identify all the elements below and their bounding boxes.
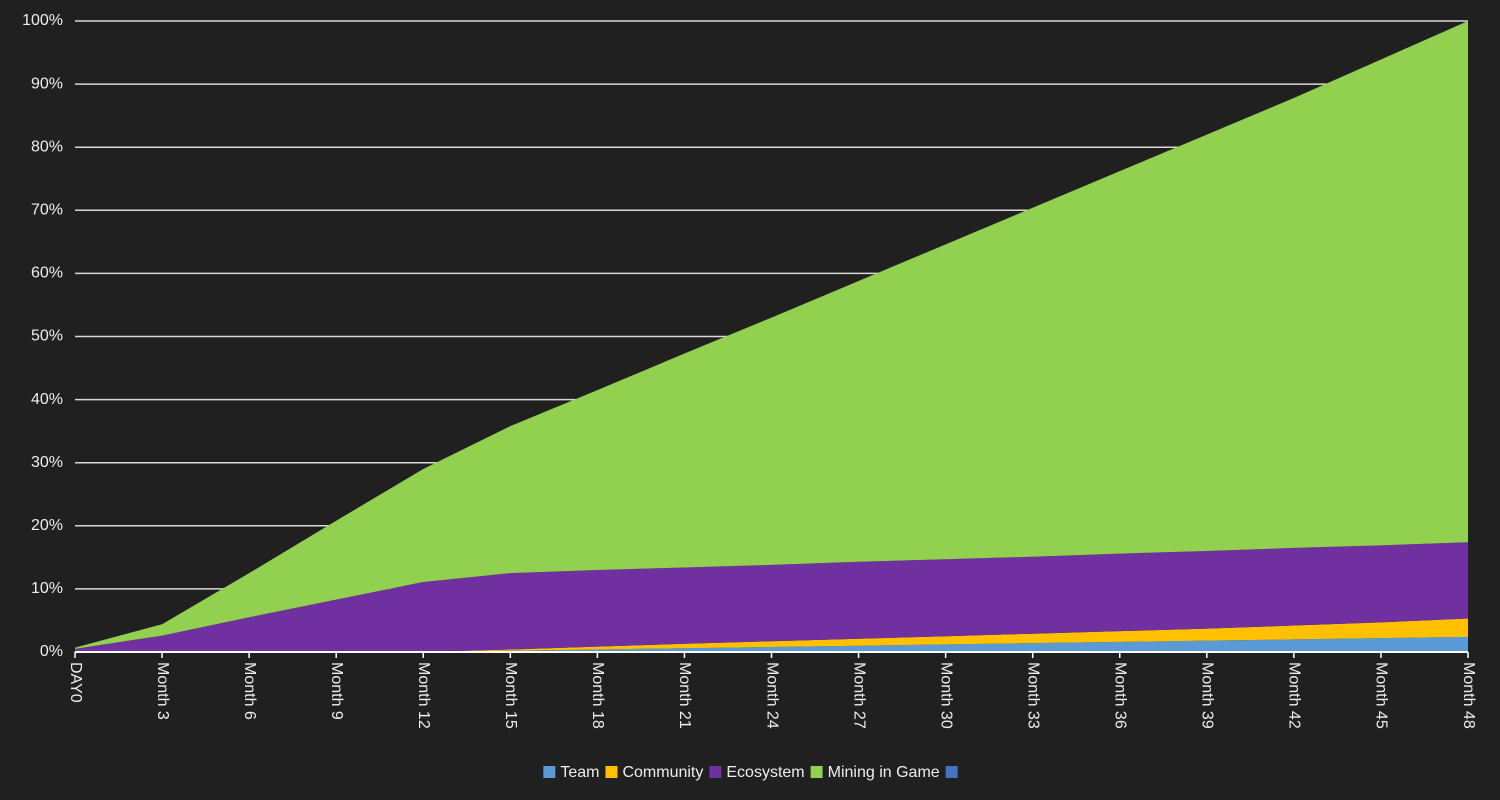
- y-tick-label: 10%: [31, 580, 63, 597]
- x-tick-label: Month 36: [1112, 662, 1129, 729]
- area: [75, 21, 1468, 649]
- y-tick-label: 70%: [31, 202, 63, 219]
- x-tick-label: Month 21: [676, 662, 693, 729]
- x-tick-label: Month 45: [1373, 662, 1390, 729]
- x-tick-label: Month 33: [1024, 662, 1041, 729]
- y-tick-label: 60%: [31, 265, 63, 282]
- x-tick-label: Month 18: [589, 662, 606, 729]
- x-tick-label: DAY0: [67, 662, 84, 703]
- legend-label: Team: [560, 764, 599, 781]
- x-tick-label: Month 48: [1460, 662, 1477, 729]
- y-tick-label: 90%: [31, 75, 63, 92]
- legend-swatch: [605, 766, 618, 778]
- x-tick-label: Month 9: [328, 662, 345, 720]
- legend-swatch: [543, 766, 556, 778]
- y-tick-label: 40%: [31, 391, 63, 408]
- legend-swatch: [709, 766, 722, 778]
- y-tick-label: 0%: [40, 643, 63, 660]
- x-tick-label: Month 15: [502, 662, 519, 729]
- area: [75, 636, 1468, 652]
- x-tick-label: Month 42: [1286, 662, 1303, 729]
- y-tick-label: 20%: [31, 517, 63, 534]
- legend-label: Community: [622, 764, 703, 781]
- area: [75, 618, 1468, 652]
- x-tick-label: Month 3: [154, 662, 171, 720]
- y-tick-label: 30%: [31, 454, 63, 471]
- legend: Team Community Ecosystem Mining in Game: [543, 764, 958, 781]
- x-tick-label: Month 39: [1199, 662, 1216, 729]
- x-tick-label: Month 12: [415, 662, 432, 729]
- legend-swatch: [945, 766, 958, 778]
- x-tick-label: Month 6: [241, 662, 258, 720]
- y-tick-label: 50%: [31, 328, 63, 345]
- legend-label: Ecosystem: [726, 764, 804, 781]
- area: [75, 542, 1468, 652]
- x-tick-label: Month 27: [850, 662, 867, 729]
- legend-label: Mining in Game: [828, 764, 940, 781]
- y-tick-label: 100%: [22, 12, 63, 29]
- legend-swatch: [810, 766, 823, 778]
- y-tick-label: 80%: [31, 138, 63, 155]
- x-tick-label: Month 24: [763, 662, 780, 729]
- x-tick-label: Month 30: [937, 662, 954, 729]
